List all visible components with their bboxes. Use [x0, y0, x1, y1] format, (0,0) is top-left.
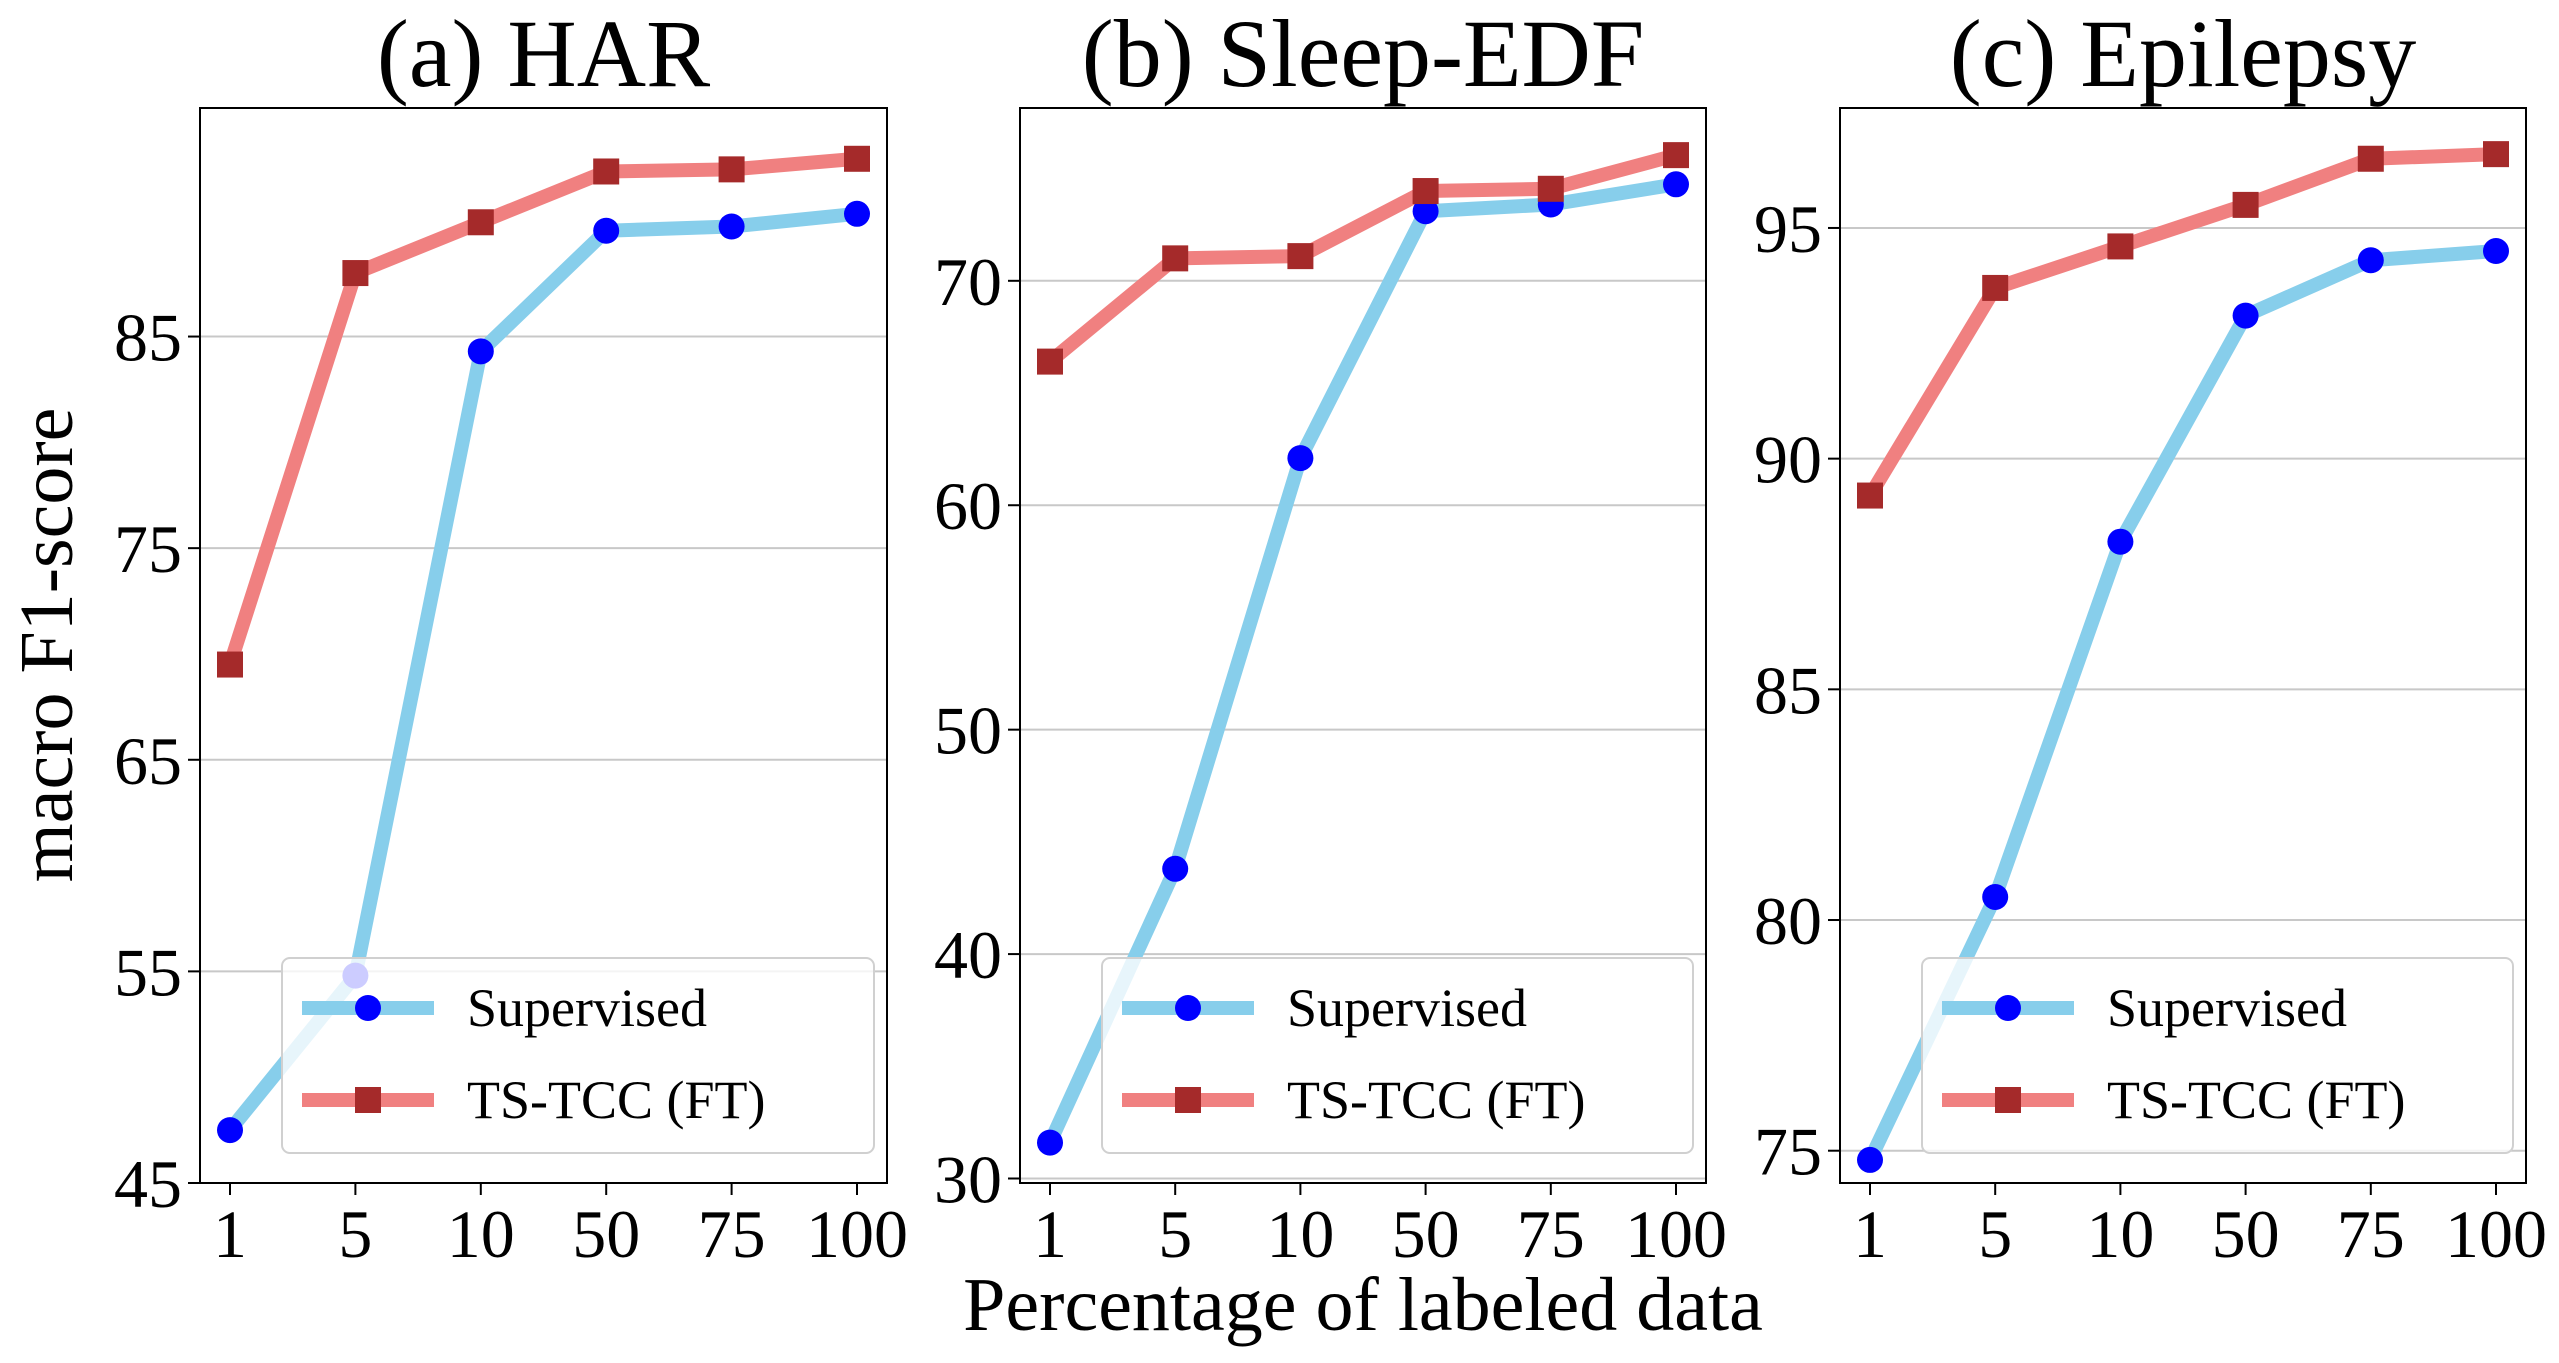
- x-tick-label: 75: [698, 1196, 766, 1272]
- legend: Supervised TS-TCC (FT): [281, 957, 875, 1154]
- y-tick-label: 65: [114, 723, 182, 799]
- legend-label: Supervised: [1287, 978, 1527, 1038]
- y-tick-label: 60: [934, 468, 1002, 544]
- x-tick-label: 5: [338, 1196, 372, 1272]
- data-point-ts-tcc: [1537, 175, 1564, 202]
- x-tick-label: 1: [1033, 1196, 1067, 1272]
- data-point-ts-tcc: [844, 145, 870, 172]
- legend-marker-ts-tcc: [1175, 1087, 1201, 1113]
- y-tick-label: 85: [1754, 652, 1822, 728]
- data-point-supervised: [1162, 855, 1189, 882]
- chart-panel-3: 75 80 85 90 95 1 5 10 50 75 100 (c) Epilepsy Supervi…: [1754, 0, 2547, 1272]
- y-tick-label: 75: [1754, 1114, 1822, 1190]
- legend-label: TS-TCC (FT): [2107, 1070, 2406, 1130]
- data-point-ts-tcc: [2483, 141, 2509, 168]
- y-tick-label: 40: [934, 917, 1002, 993]
- legend-marker-ts-tcc: [1995, 1087, 2021, 1113]
- axes-frame: [1019, 107, 1707, 1184]
- data-point-supervised: [217, 1117, 243, 1144]
- data-point-supervised: [2232, 302, 2259, 329]
- data-point-ts-tcc: [593, 158, 620, 185]
- legend-label: Supervised: [467, 978, 707, 1038]
- x-tick-label: 75: [1517, 1196, 1585, 1272]
- x-tick-label: 50: [572, 1196, 640, 1272]
- x-tick-label: 5: [1158, 1196, 1192, 1272]
- chart-title: (b) Sleep-EDF: [1082, 0, 1645, 107]
- data-point-ts-tcc: [1287, 243, 1314, 270]
- data-point-ts-tcc: [1663, 142, 1689, 169]
- x-tick-label: 1: [1853, 1196, 1887, 1272]
- y-tick-label: 85: [114, 300, 182, 376]
- y-tick-label: 50: [934, 693, 1002, 769]
- data-point-supervised: [1287, 445, 1314, 472]
- data-point-ts-tcc: [2107, 233, 2134, 260]
- x-axis-label: Percentage of labeled data: [963, 1263, 1763, 1347]
- x-tick-label: 50: [2212, 1196, 2280, 1272]
- data-point-supervised: [1412, 198, 1439, 225]
- data-point-supervised: [1037, 1129, 1063, 1156]
- x-tick-label: 100: [2445, 1196, 2547, 1272]
- data-point-supervised: [2483, 238, 2509, 265]
- data-point-ts-tcc: [342, 260, 369, 287]
- data-point-ts-tcc: [1037, 348, 1063, 375]
- data-point-supervised: [718, 213, 745, 240]
- x-tick-label: 1: [213, 1196, 247, 1272]
- legend-marker-supervised: [1995, 995, 2021, 1021]
- data-point-ts-tcc: [217, 651, 243, 678]
- series-line-ts-tcc: [1863, 147, 2503, 503]
- series-line-supervised: [1863, 244, 2503, 1167]
- legend-label: TS-TCC (FT): [1287, 1070, 1586, 1130]
- x-tick-label: 75: [2337, 1196, 2405, 1272]
- data-point-ts-tcc: [2232, 191, 2259, 218]
- data-point-supervised: [844, 200, 870, 227]
- x-tick-label: 10: [447, 1196, 515, 1272]
- axes-frame: [199, 107, 888, 1184]
- y-tick-label: 70: [934, 244, 1002, 320]
- y-tick-label: 95: [1754, 191, 1822, 267]
- series-line-ts-tcc: [223, 151, 864, 672]
- x-tick-label: 100: [806, 1196, 908, 1272]
- legend: Supervised TS-TCC (FT): [1101, 957, 1694, 1154]
- data-point-ts-tcc: [467, 209, 494, 236]
- x-tick-label: 10: [2086, 1196, 2154, 1272]
- y-tick-label: 80: [1754, 883, 1822, 959]
- data-point-supervised: [467, 338, 494, 365]
- data-point-ts-tcc: [1412, 178, 1439, 205]
- data-point-supervised: [2357, 247, 2384, 274]
- y-tick-label: 90: [1754, 422, 1822, 498]
- y-tick-label: 75: [114, 511, 182, 587]
- data-point-supervised: [1982, 883, 2009, 910]
- data-point-supervised: [2107, 528, 2134, 555]
- series-line-ts-tcc: [1043, 148, 1683, 369]
- axes-frame: [1839, 107, 2527, 1184]
- y-tick-label: 45: [114, 1146, 182, 1222]
- data-point-ts-tcc: [1982, 274, 2009, 301]
- data-point-ts-tcc: [1857, 482, 1883, 509]
- legend-marker-ts-tcc: [355, 1087, 381, 1113]
- y-tick-label: 55: [114, 934, 182, 1010]
- x-tick-label: 100: [1625, 1196, 1727, 1272]
- x-tick-label: 50: [1392, 1196, 1460, 1272]
- x-tick-label: 5: [1978, 1196, 2012, 1272]
- legend-label: Supervised: [2107, 978, 2347, 1038]
- chart-title: (a) HAR: [377, 0, 710, 107]
- x-tick-label: 10: [1266, 1196, 1334, 1272]
- legend-marker-supervised: [1175, 995, 1201, 1021]
- data-point-supervised: [1663, 171, 1689, 198]
- y-axis-label: macro F1-score: [5, 408, 89, 883]
- data-point-ts-tcc: [718, 156, 745, 183]
- legend: Supervised TS-TCC (FT): [1921, 957, 2514, 1154]
- legend-marker-supervised: [355, 995, 381, 1021]
- chart-panel-2: 30 40 50 60 70 1 5 10 50 75 100 (b) Sleep-EDF Superv…: [934, 0, 1727, 1272]
- data-point-ts-tcc: [2357, 145, 2384, 172]
- legend-label: TS-TCC (FT): [467, 1070, 766, 1130]
- data-point-supervised: [1857, 1146, 1883, 1173]
- data-point-ts-tcc: [1162, 245, 1189, 272]
- y-tick-label: 30: [934, 1142, 1002, 1218]
- chart-panel-1: 45 55 65 75 85 1 5 10 50 75 100 (a) HAR Supervised TS…: [114, 0, 908, 1272]
- series-line-supervised: [1043, 177, 1683, 1150]
- data-point-supervised: [593, 217, 620, 244]
- chart-title: (c) Epilepsy: [1950, 0, 2417, 107]
